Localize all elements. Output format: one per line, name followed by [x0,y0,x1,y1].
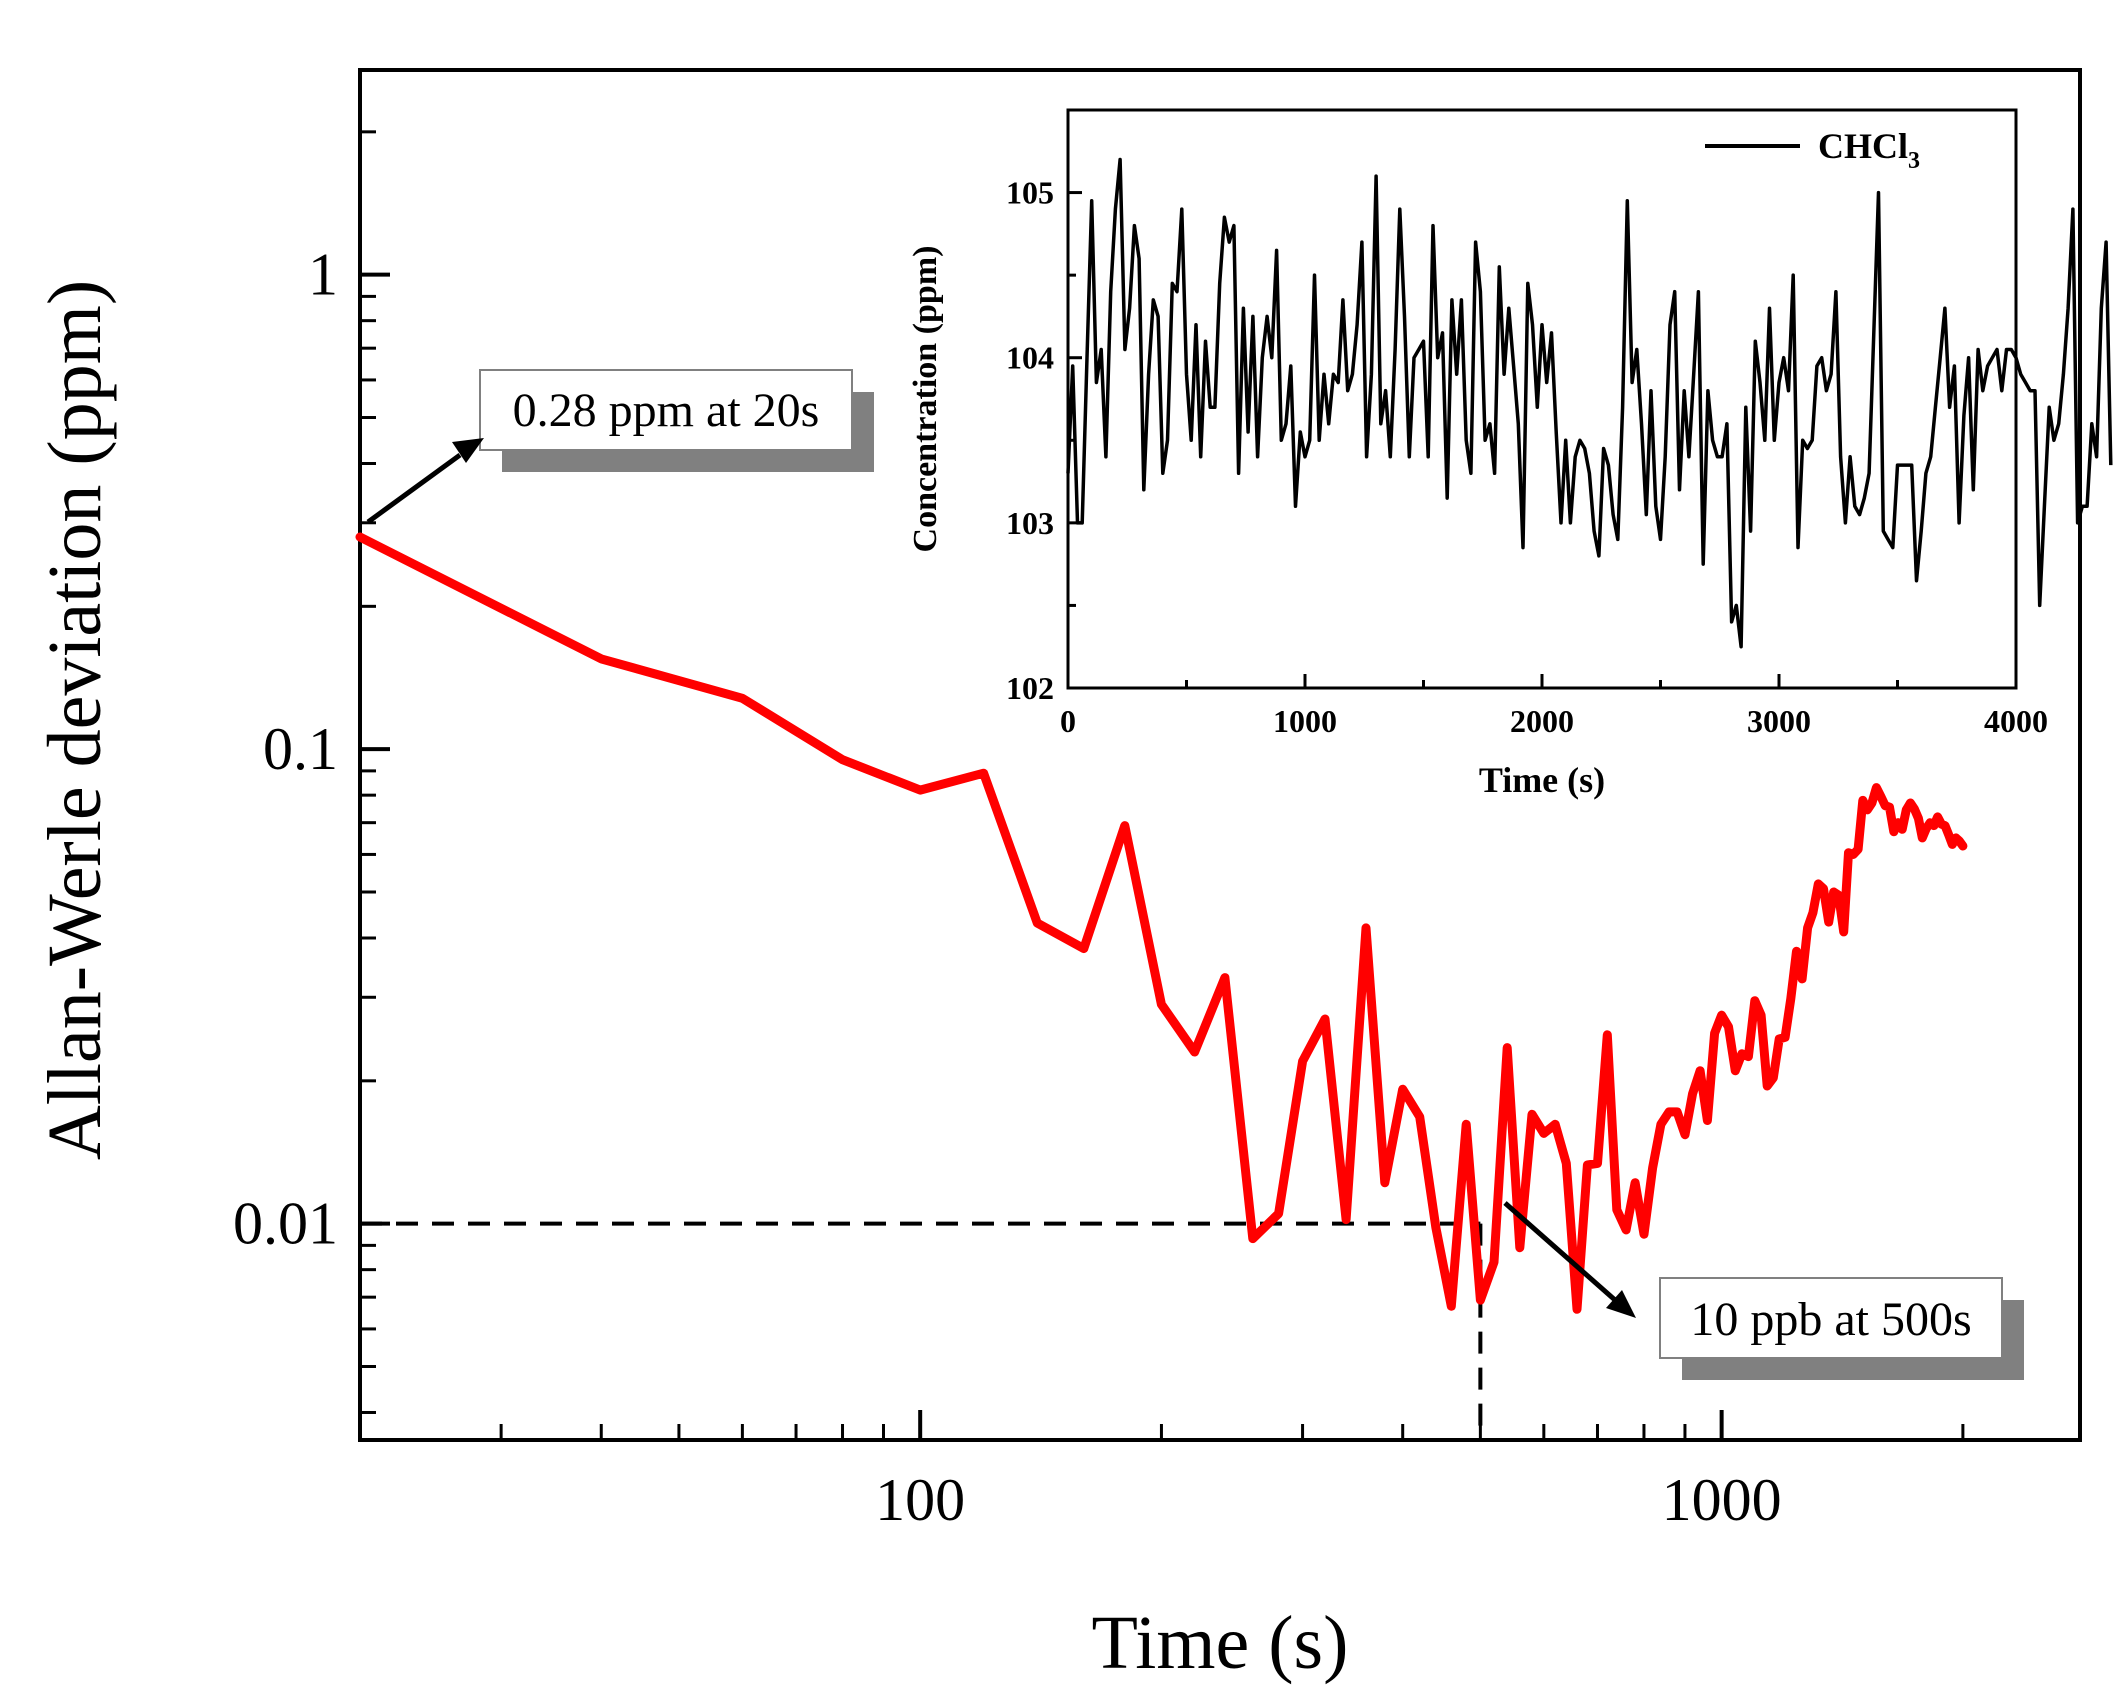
main-y-tick-label: 0.1 [263,716,338,782]
main-y-axis-label: Allan-Werle deviation (ppm) [33,280,117,1160]
annotation-500s-arrow [1503,1201,1617,1302]
inset-x-tick-label: 1000 [1273,703,1337,739]
inset-x-tick-label: 3000 [1747,703,1811,739]
inset-x-tick-label: 2000 [1510,703,1574,739]
reference-lines [360,1221,1483,1440]
inset-legend: CHCl3 [1705,126,1920,174]
main-x-tick-label: 1000 [1662,1467,1782,1533]
inset-x-axis-label: Time (s) [1479,760,1605,800]
inset-y-tick-label: 102 [1006,670,1054,706]
inset-legend-label-subscript: 3 [1908,148,1920,174]
main-x-axis-label: Time (s) [1092,1601,1349,1685]
allan-deviation-line [355,532,1968,1314]
main-plot-frame [358,68,2082,1442]
main-axis-ticks [358,130,1965,1440]
annotation-500s-box [1659,1277,2003,1359]
main-y-tick-label: 1 [308,242,338,308]
inset-y-tick-label: 105 [1006,175,1054,211]
inset-chart: 0 1000 2000 3000 4000 102 103 104 105 Time (s) C… [907,108,2113,800]
inset-legend-label-main: CHCl [1818,126,1908,166]
inset-tick-labels: 0 1000 2000 3000 4000 102 103 104 105 [1006,175,2048,739]
inset-legend-label: CHCl3 [1818,126,1920,174]
inset-y-tick-label: 104 [1006,340,1054,376]
annotation-20s-arrowhead [452,438,484,463]
inset-frame [1066,108,2018,690]
inset-concentration-line [1066,157,2113,649]
annotation-500s-text: 10 ppb at 500s [1690,1293,1971,1346]
annotation-20s-arrow [366,452,462,525]
main-y-tick-label: 0.01 [233,1191,338,1257]
annotation-20s-box [479,369,853,451]
inset-x-tick-label: 0 [1060,703,1076,739]
annotation-20s: 0.28 ppm at 20s [366,369,874,525]
main-x-tick-label: 100 [875,1467,965,1533]
annotation-500s: 10 ppb at 500s [1503,1201,2024,1380]
annotation-20s-text: 0.28 ppm at 20s [513,384,820,437]
inset-x-tick-label: 4000 [1984,703,2048,739]
inset-y-tick-label: 103 [1006,505,1054,541]
inset-y-axis-label: Concentration (ppm) [907,246,944,553]
main-tick-labels: 100 1000 0.01 0.1 1 [233,242,1782,1533]
annotation-500s-arrowhead [1606,1290,1636,1318]
